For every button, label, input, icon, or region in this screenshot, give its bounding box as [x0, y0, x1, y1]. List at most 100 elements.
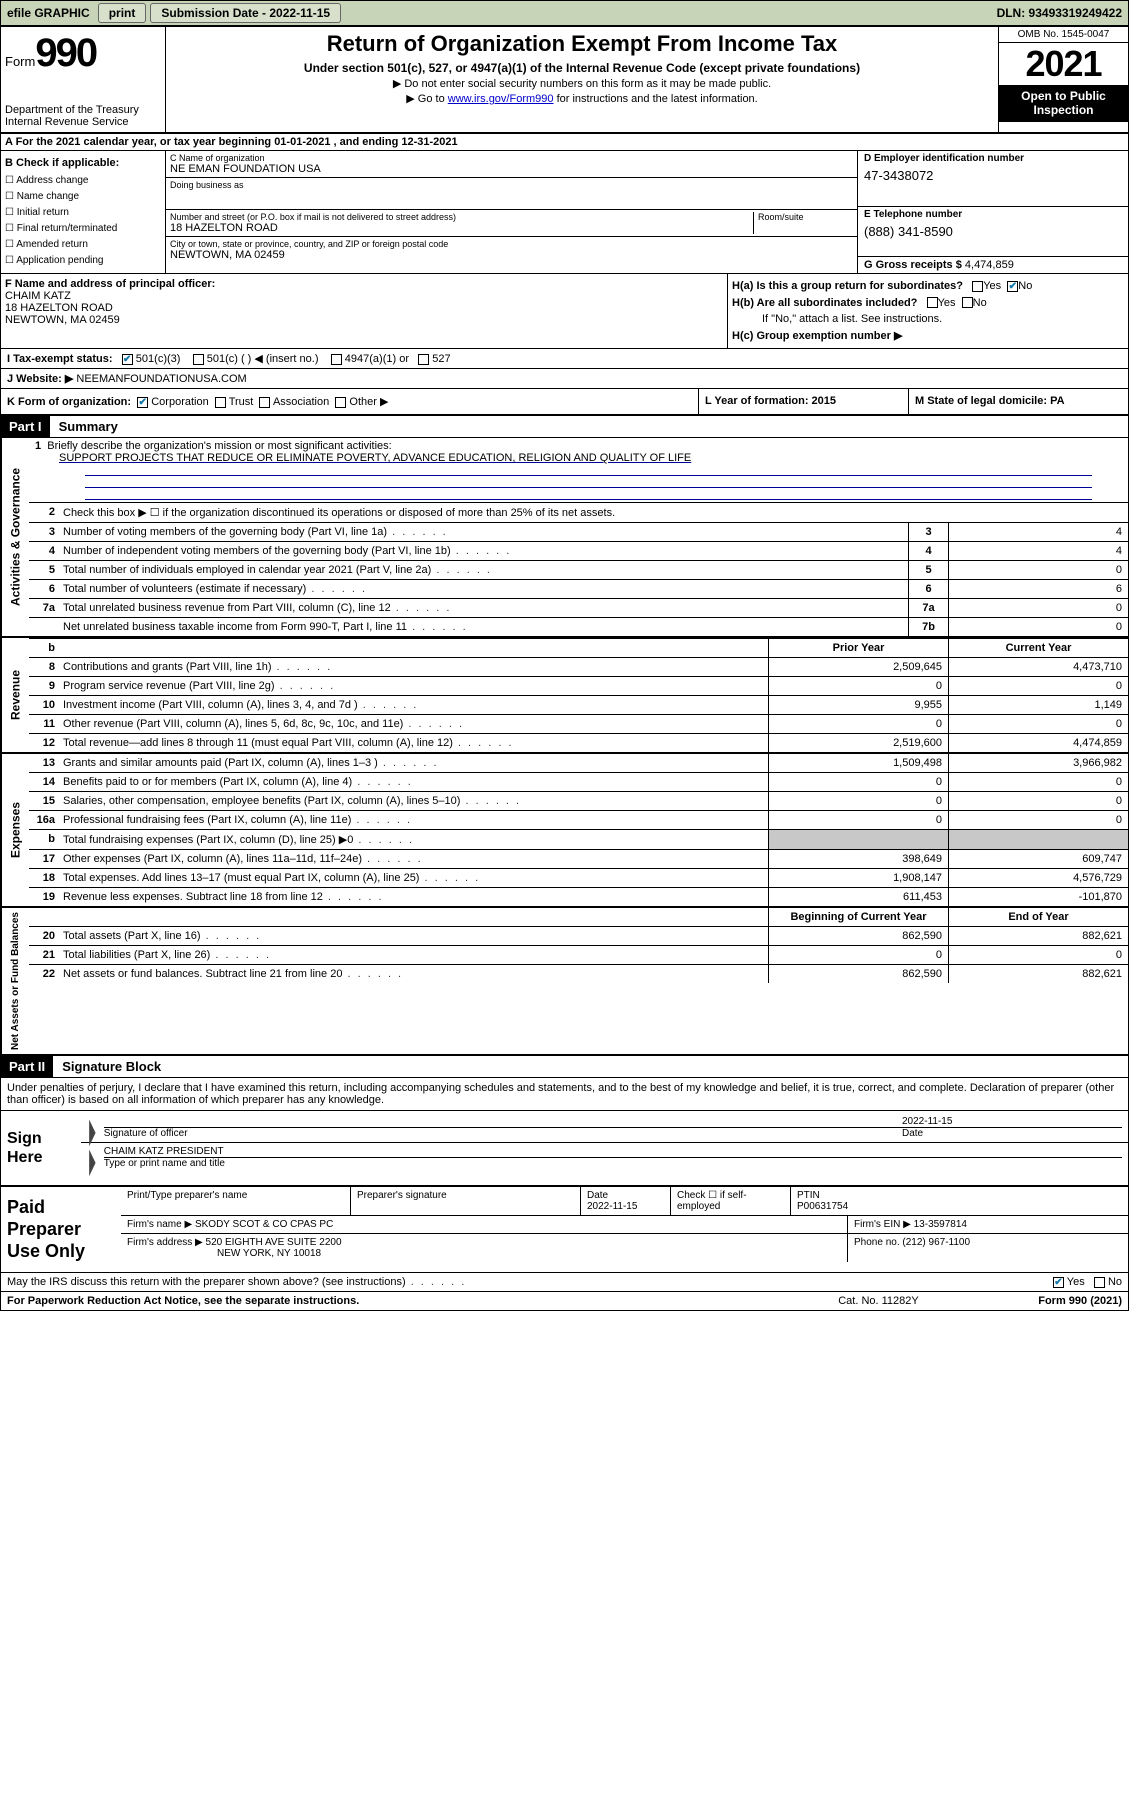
dept-label: Department of the Treasury: [5, 104, 161, 116]
chk-name-change[interactable]: Name change: [5, 189, 161, 205]
irs-link[interactable]: www.irs.gov/Form990: [448, 93, 554, 105]
part-ii-header: Part II: [1, 1056, 53, 1077]
summary-row: 11 Other revenue (Part VIII, column (A),…: [29, 715, 1128, 734]
summary-row: 16a Professional fundraising fees (Part …: [29, 811, 1128, 830]
summary-row: 19 Revenue less expenses. Subtract line …: [29, 888, 1128, 906]
discuss-row: May the IRS discuss this return with the…: [1, 1273, 1128, 1292]
submission-date-button[interactable]: Submission Date - 2022-11-15: [150, 3, 341, 23]
summary-row: 12 Total revenue—add lines 8 through 11 …: [29, 734, 1128, 752]
chk-4947[interactable]: [331, 354, 342, 365]
officer-name: CHAIM KATZ: [5, 290, 71, 302]
summary-row: 17 Other expenses (Part IX, column (A), …: [29, 850, 1128, 869]
chk-527[interactable]: [418, 354, 429, 365]
firm-phone: (212) 967-1100: [902, 1237, 970, 1248]
ssn-note: ▶ Do not enter social security numbers o…: [174, 77, 990, 90]
pra-notice: For Paperwork Reduction Act Notice, see …: [7, 1295, 838, 1307]
chk-final-return[interactable]: Final return/terminated: [5, 221, 161, 237]
print-button[interactable]: print: [98, 3, 147, 23]
instructions-note: ▶ Go to www.irs.gov/Form990 for instruct…: [174, 92, 990, 105]
summary-row: 9 Program service revenue (Part VIII, li…: [29, 677, 1128, 696]
box-c-org-info: C Name of organization NE EMAN FOUNDATIO…: [166, 151, 858, 273]
summary-row: 6 Total number of volunteers (estimate i…: [29, 580, 1128, 599]
summary-row: 21 Total liabilities (Part X, line 26) 0…: [29, 946, 1128, 965]
h-a-yes[interactable]: [972, 281, 983, 292]
chk-trust[interactable]: [215, 397, 226, 408]
side-governance: Activities & Governance: [1, 438, 29, 636]
chk-501c[interactable]: [193, 354, 204, 365]
chk-address-change[interactable]: Address change: [5, 173, 161, 189]
h-b-no[interactable]: [962, 297, 973, 308]
hdr-end-year: End of Year: [948, 908, 1128, 926]
form-subtitle: Under section 501(c), 527, or 4947(a)(1)…: [174, 61, 990, 75]
firm-name: SKODY SCOT & CO CPAS PC: [195, 1219, 333, 1230]
part-i-title: Summary: [53, 416, 124, 437]
mission-text: SUPPORT PROJECTS THAT REDUCE OR ELIMINAT…: [35, 452, 1122, 464]
irs-label: Internal Revenue Service: [5, 116, 161, 128]
summary-row: 18 Total expenses. Add lines 13–17 (must…: [29, 869, 1128, 888]
chk-501c3[interactable]: [122, 354, 133, 365]
street-address: 18 HAZELTON ROAD: [170, 222, 753, 234]
side-revenue: Revenue: [1, 638, 29, 752]
row-k-form-org: K Form of organization: Corporation Trus…: [1, 389, 698, 414]
part-i-header: Part I: [1, 416, 50, 437]
ptin: P00631754: [797, 1201, 848, 1212]
sign-here-label: Sign Here: [1, 1111, 81, 1185]
h-b-yes[interactable]: [927, 297, 938, 308]
discuss-no[interactable]: [1094, 1277, 1105, 1288]
summary-row: b Total fundraising expenses (Part IX, c…: [29, 830, 1128, 850]
omb-number: OMB No. 1545-0047: [999, 27, 1128, 43]
summary-row: 5 Total number of individuals employed i…: [29, 561, 1128, 580]
summary-row: Net unrelated business taxable income fr…: [29, 618, 1128, 636]
form-ref: Form 990 (2021): [1038, 1295, 1122, 1307]
prep-date: 2022-11-15: [587, 1201, 637, 1212]
summary-row: 4 Number of independent voting members o…: [29, 542, 1128, 561]
dln-label: DLN: 93493319249422: [991, 4, 1128, 22]
chk-amended-return[interactable]: Amended return: [5, 237, 161, 253]
officer-name-title: CHAIM KATZ PRESIDENT: [104, 1146, 1122, 1158]
form-990-document: Form 990 Department of the Treasury Inte…: [0, 26, 1129, 1311]
chk-initial-return[interactable]: Initial return: [5, 205, 161, 221]
row-l-year: L Year of formation: 2015: [698, 389, 908, 414]
side-net-assets: Net Assets or Fund Balances: [1, 908, 29, 1054]
hdr-current-year: Current Year: [948, 639, 1128, 657]
part-ii-title: Signature Block: [56, 1056, 167, 1077]
h-a-no[interactable]: [1007, 281, 1018, 292]
open-inspection-badge: Open to Public Inspection: [999, 85, 1128, 122]
form-title: Return of Organization Exempt From Incom…: [174, 31, 990, 57]
box-h-group: H(a) Is this a group return for subordin…: [728, 274, 1128, 348]
form-number: Form 990: [5, 31, 161, 76]
row-j-website: J Website: ▶ NEEMANFOUNDATIONUSA.COM: [1, 369, 1128, 389]
cat-no: Cat. No. 11282Y: [838, 1295, 1038, 1307]
firm-ein: 13-3597814: [914, 1219, 967, 1230]
discuss-yes[interactable]: [1053, 1277, 1064, 1288]
firm-addr: 520 EIGHTH AVE SUITE 2200: [206, 1237, 342, 1248]
chk-other[interactable]: [335, 397, 346, 408]
summary-row: 10 Investment income (Part VIII, column …: [29, 696, 1128, 715]
summary-row: 13 Grants and similar amounts paid (Part…: [29, 754, 1128, 773]
tax-year: 2021: [999, 43, 1128, 85]
efile-label: efile GRAPHIC: [1, 4, 96, 22]
summary-row: 3 Number of voting members of the govern…: [29, 523, 1128, 542]
top-toolbar: efile GRAPHIC print Submission Date - 20…: [0, 0, 1129, 26]
row-a-period: A For the 2021 calendar year, or tax yea…: [1, 134, 1128, 151]
paid-preparer-label: Paid Preparer Use Only: [1, 1187, 121, 1272]
perjury-note: Under penalties of perjury, I declare th…: [1, 1078, 1128, 1111]
summary-row: 8 Contributions and grants (Part VIII, l…: [29, 658, 1128, 677]
ein: 47-3438072: [864, 164, 1122, 187]
chk-association[interactable]: [259, 397, 270, 408]
telephone: (888) 341-8590: [864, 220, 1122, 243]
summary-row: 22 Net assets or fund balances. Subtract…: [29, 965, 1128, 983]
city-state-zip: NEWTOWN, MA 02459: [170, 249, 853, 261]
chk-application-pending[interactable]: Application pending: [5, 253, 161, 269]
hdr-beg-year: Beginning of Current Year: [768, 908, 948, 926]
row-i-tax-status: I Tax-exempt status: 501(c)(3) 501(c) ( …: [1, 349, 1128, 369]
website: NEEMANFOUNDATIONUSA.COM: [73, 373, 246, 385]
box-f-officer: F Name and address of principal officer:…: [1, 274, 728, 348]
chk-corporation[interactable]: [137, 397, 148, 408]
side-expenses: Expenses: [1, 754, 29, 906]
summary-row: 7a Total unrelated business revenue from…: [29, 599, 1128, 618]
sig-date: 2022-11-15: [902, 1116, 1122, 1128]
summary-row: 20 Total assets (Part X, line 16) 862,59…: [29, 927, 1128, 946]
org-name: NE EMAN FOUNDATION USA: [170, 163, 853, 175]
box-b-checkboxes: B Check if applicable: Address change Na…: [1, 151, 166, 273]
